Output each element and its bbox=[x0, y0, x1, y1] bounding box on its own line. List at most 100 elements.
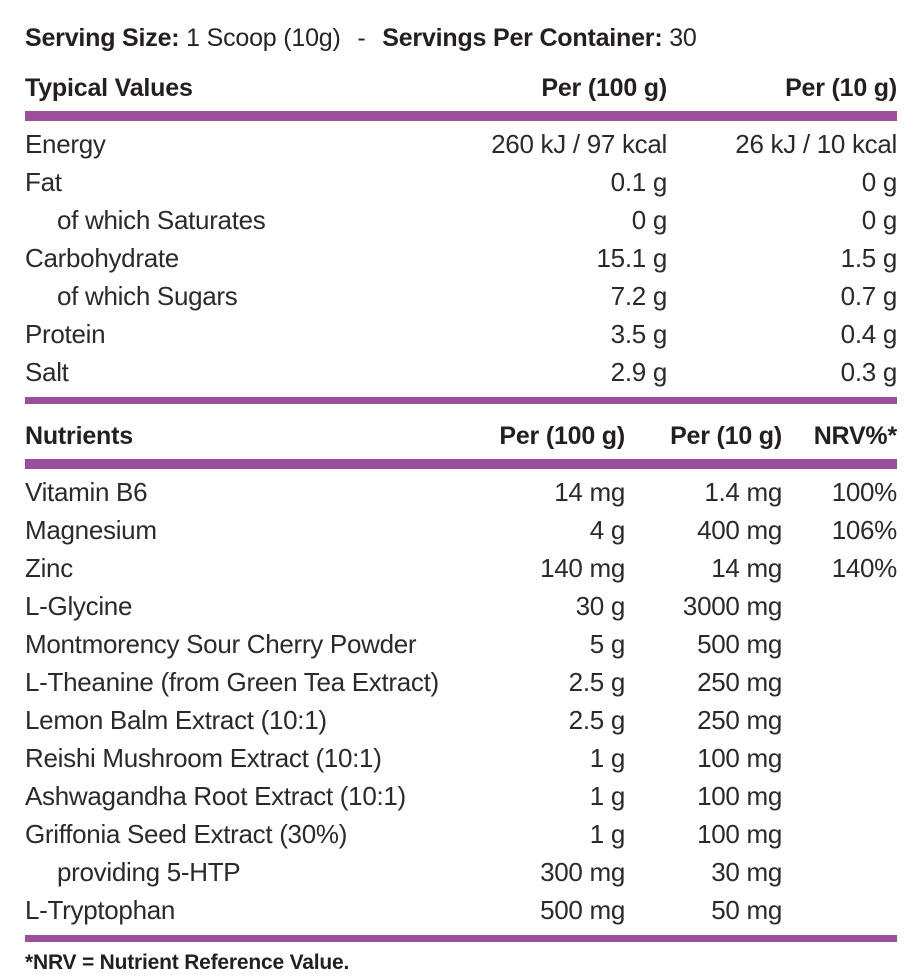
row-label: Griffonia Seed Extract (30%) bbox=[25, 819, 348, 849]
per-10g-value: 100 mg bbox=[697, 819, 782, 849]
table-row: of which Sugars 7.2 g 0.7 g bbox=[25, 277, 897, 315]
table-row: Ashwagandha Root Extract (10:1) 1 g 100 mg bbox=[25, 777, 897, 815]
servings-per-container-value: 30 bbox=[669, 24, 697, 52]
table-row: Reishi Mushroom Extract (10:1) 1 g 100 mg bbox=[25, 739, 897, 777]
per-100g-value: 2.9 g bbox=[610, 357, 668, 387]
per-10g-value: 14 mg bbox=[711, 553, 782, 583]
divider-bar bbox=[25, 459, 897, 469]
servings-per-container-label: Servings Per Container: bbox=[382, 24, 663, 52]
row-label: L-Glycine bbox=[25, 591, 133, 621]
row-label: Carbohydrate bbox=[25, 243, 179, 273]
per-10g-value: 50 mg bbox=[711, 895, 782, 925]
per-10g-value: 0.7 g bbox=[840, 281, 898, 311]
table-row: Salt 2.9 g 0.3 g bbox=[25, 353, 897, 391]
divider-bar bbox=[25, 935, 897, 942]
per-100g-value: 4 g bbox=[589, 515, 626, 545]
nutrients-title: Nutrients bbox=[25, 422, 133, 450]
table-row: L-Tryptophan 500 mg 50 mg bbox=[25, 891, 897, 929]
nrv-value: 106% bbox=[831, 515, 898, 545]
per-10g-value: 1.4 mg bbox=[704, 477, 782, 507]
row-label: Vitamin B6 bbox=[25, 477, 148, 507]
table-row: Magnesium 4 g 400 mg 106% bbox=[25, 511, 897, 549]
row-label: Protein bbox=[25, 319, 106, 349]
table-row: Zinc 140 mg 14 mg 140% bbox=[25, 549, 897, 587]
per-100g-value: 15.1 g bbox=[596, 243, 668, 273]
per-100g-value: 3.5 g bbox=[610, 319, 668, 349]
per-10g-value: 0 g bbox=[861, 167, 898, 197]
typical-col-per-100g: Per (100 g) bbox=[541, 74, 667, 102]
per-10g-value: 100 mg bbox=[697, 781, 782, 811]
per-10g-value: 1.5 g bbox=[840, 243, 898, 273]
per-100g-value: 1 g bbox=[589, 781, 626, 811]
per-100g-value: 1 g bbox=[589, 743, 626, 773]
table-row: L-Glycine 30 g 3000 mg bbox=[25, 587, 897, 625]
table-row: Protein 3.5 g 0.4 g bbox=[25, 315, 897, 353]
per-10g-value: 250 mg bbox=[697, 705, 782, 735]
nutrients-col-nrv: NRV%* bbox=[813, 422, 897, 450]
per-100g-value: 0 g bbox=[631, 205, 668, 235]
table-row: Lemon Balm Extract (10:1) 2.5 g 250 mg bbox=[25, 701, 897, 739]
row-label: Salt bbox=[25, 357, 69, 387]
per-100g-value: 260 kJ / 97 kcal bbox=[491, 129, 667, 159]
table-row: Griffonia Seed Extract (30%) 1 g 100 mg bbox=[25, 815, 897, 853]
table-row: Vitamin B6 14 mg 1.4 mg 100% bbox=[25, 473, 897, 511]
serving-size-value: 1 Scoop (10g) bbox=[186, 24, 341, 52]
per-100g-value: 300 mg bbox=[540, 857, 625, 887]
per-10g-value: 0.3 g bbox=[840, 357, 898, 387]
per-10g-value: 500 mg bbox=[697, 629, 782, 659]
typical-values-table: Energy 260 kJ / 97 kcal 26 kJ / 10 kcal Fat… bbox=[25, 121, 897, 391]
row-label: Montmorency Sour Cherry Powder bbox=[25, 629, 417, 659]
per-10g-value: 26 kJ / 10 kcal bbox=[735, 129, 897, 159]
table-row: L-Theanine (from Green Tea Extract) 2.5 g… bbox=[25, 663, 897, 701]
per-10g-value: 250 mg bbox=[697, 667, 782, 697]
row-label: Reishi Mushroom Extract (10:1) bbox=[25, 743, 382, 773]
row-label: of which Saturates bbox=[57, 205, 266, 235]
divider-bar bbox=[25, 111, 897, 121]
per-10g-value: 3000 mg bbox=[682, 591, 782, 621]
nutrients-col-per-10g: Per (10 g) bbox=[670, 422, 782, 450]
per-100g-value: 0.1 g bbox=[610, 167, 668, 197]
row-label: L-Theanine (from Green Tea Extract) bbox=[25, 667, 439, 697]
nrv-footnote: *NRV = Nutrient Reference Value. bbox=[25, 951, 350, 974]
nrv-value: 100% bbox=[831, 477, 898, 507]
per-100g-value: 1 g bbox=[589, 819, 626, 849]
section-gap bbox=[25, 404, 897, 420]
serving-separator: - bbox=[357, 24, 366, 52]
row-label: Ashwagandha Root Extract (10:1) bbox=[25, 781, 406, 811]
table-row: Carbohydrate 15.1 g 1.5 g bbox=[25, 239, 897, 277]
table-row: Fat 0.1 g 0 g bbox=[25, 163, 897, 201]
row-label: Zinc bbox=[25, 553, 73, 583]
row-label: providing 5-HTP bbox=[57, 857, 241, 887]
table-row: Montmorency Sour Cherry Powder 5 g 500 mg bbox=[25, 625, 897, 663]
per-10g-value: 400 mg bbox=[697, 515, 782, 545]
row-label: Magnesium bbox=[25, 515, 157, 545]
serving-line: Serving Size: 1 Scoop (10g) - Servings P… bbox=[25, 22, 897, 54]
row-label: Lemon Balm Extract (10:1) bbox=[25, 705, 327, 735]
table-row: of which Saturates 0 g 0 g bbox=[25, 201, 897, 239]
per-10g-value: 100 mg bbox=[697, 743, 782, 773]
row-label: Fat bbox=[25, 167, 62, 197]
per-10g-value: 0 g bbox=[861, 205, 898, 235]
table-row: Energy 260 kJ / 97 kcal 26 kJ / 10 kcal bbox=[25, 125, 897, 163]
per-10g-value: 30 mg bbox=[711, 857, 782, 887]
per-100g-value: 5 g bbox=[589, 629, 626, 659]
row-label: L-Tryptophan bbox=[25, 895, 176, 925]
per-100g-value: 2.5 g bbox=[568, 705, 626, 735]
nutrients-header: Nutrients Per (100 g) Per (10 g) NRV%* bbox=[25, 420, 897, 452]
typical-values-title: Typical Values bbox=[25, 74, 193, 102]
nrv-value: 140% bbox=[831, 553, 898, 583]
per-100g-value: 30 g bbox=[575, 591, 626, 621]
per-100g-value: 14 mg bbox=[554, 477, 625, 507]
per-10g-value: 0.4 g bbox=[840, 319, 898, 349]
per-100g-value: 7.2 g bbox=[610, 281, 668, 311]
nutrients-col-per-100g: Per (100 g) bbox=[499, 422, 625, 450]
row-label: of which Sugars bbox=[57, 281, 238, 311]
typical-col-per-10g: Per (10 g) bbox=[785, 74, 897, 102]
nutrients-table: Vitamin B6 14 mg 1.4 mg 100% Magnesium 4 g 400… bbox=[25, 469, 897, 929]
table-row: providing 5-HTP 300 mg 30 mg bbox=[25, 853, 897, 891]
typical-values-header: Typical Values Per (100 g) Per (10 g) bbox=[25, 72, 897, 104]
per-100g-value: 500 mg bbox=[540, 895, 625, 925]
per-100g-value: 140 mg bbox=[540, 553, 625, 583]
row-label: Energy bbox=[25, 129, 106, 159]
